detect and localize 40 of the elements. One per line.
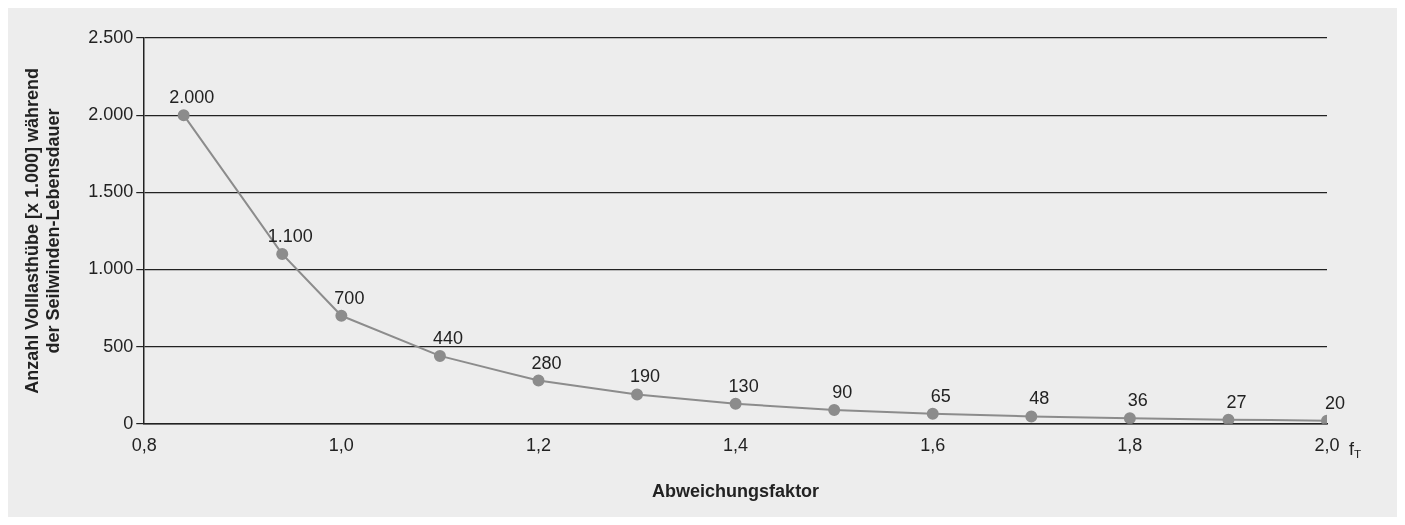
- point: [1025, 410, 1038, 423]
- point: [532, 374, 545, 387]
- x-tick-label: 0,8: [131, 434, 157, 455]
- point: [926, 407, 939, 420]
- point: [1222, 413, 1235, 424]
- y-tick-label: 1.000: [88, 258, 134, 279]
- y-axis-title: Anzahl Volllasthübe [x 1.000] während der Seilwinden-Lebensdauer: [21, 68, 64, 394]
- x-tick-label: 1,2: [525, 434, 552, 455]
- point: [433, 349, 446, 362]
- x-tick-label: 1,4: [723, 434, 749, 455]
- point: [276, 248, 289, 261]
- point: [1123, 412, 1136, 424]
- data-label: 1.100: [267, 226, 313, 247]
- point: [828, 403, 841, 416]
- data-label: 65: [930, 385, 951, 406]
- point: [177, 109, 190, 122]
- data-label: 280: [531, 352, 562, 373]
- x-tick-label: 2,0: [1314, 434, 1340, 455]
- y-tick-label: 0: [123, 412, 134, 433]
- y-tick-label: 2.000: [88, 104, 134, 125]
- point: [729, 397, 742, 410]
- data-label: 20: [1324, 392, 1346, 413]
- point: [335, 309, 348, 322]
- data-label: 130: [728, 375, 759, 396]
- data-label: 700: [334, 287, 365, 308]
- data-label: 36: [1127, 390, 1148, 411]
- data-label: 27: [1226, 391, 1247, 412]
- x-tick-label: 1,8: [1117, 434, 1143, 455]
- y-tick-label: 1.500: [88, 181, 134, 202]
- data-label: 190: [630, 366, 661, 387]
- x-tick-label: 1,0: [328, 434, 354, 455]
- y-tick-label: 500: [103, 335, 134, 356]
- x-tick-label: 1,6: [920, 434, 946, 455]
- x-axis-title: Abweichungsfaktor: [652, 481, 820, 502]
- data-label: 90: [832, 381, 853, 402]
- data-label: 440: [432, 327, 463, 348]
- point: [631, 388, 644, 401]
- y-tick-label: 2.500: [88, 26, 134, 47]
- data-label: 48: [1029, 388, 1050, 409]
- data-label: 2.000: [169, 87, 215, 108]
